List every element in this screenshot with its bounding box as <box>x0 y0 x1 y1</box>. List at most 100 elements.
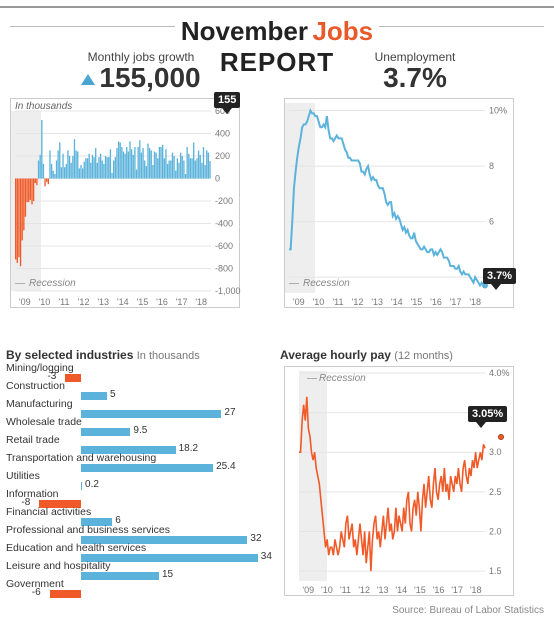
industry-name: Information <box>6 489 59 500</box>
industry-row: Financial activities6 <box>6 508 276 525</box>
svg-text:'14: '14 <box>391 297 403 307</box>
industry-name: Financial activities <box>6 507 91 518</box>
industry-bar <box>81 392 107 400</box>
svg-text:6: 6 <box>489 217 494 227</box>
svg-text:-1,000: -1,000 <box>215 286 241 296</box>
svg-text:'09: '09 <box>293 297 305 307</box>
industry-name: Manufacturing <box>6 399 73 410</box>
svg-text:'13: '13 <box>97 297 109 307</box>
dot-marker-icon <box>498 434 504 440</box>
industry-value: 9.5 <box>133 426 147 436</box>
svg-text:'12: '12 <box>358 585 370 595</box>
recession-label: Recession <box>29 278 76 289</box>
industry-bar <box>81 428 130 436</box>
industry-name: Construction <box>6 381 65 392</box>
industry-row: Wholesale trade9.5 <box>6 418 276 435</box>
industries-title: By selected industries In thousands <box>6 348 276 362</box>
title-month: November <box>181 16 308 46</box>
svg-text:'17: '17 <box>176 297 188 307</box>
svg-text:'10: '10 <box>313 297 325 307</box>
recession-label-2: Recession <box>303 278 350 289</box>
industry-row: Leisure and hospitality15 <box>6 562 276 579</box>
svg-text:'10: '10 <box>39 297 51 307</box>
svg-text:-400: -400 <box>215 219 233 229</box>
svg-text:3.0: 3.0 <box>489 447 502 457</box>
hourly-callout: 3.05% <box>468 406 507 422</box>
svg-text:-600: -600 <box>215 241 233 251</box>
industry-row: Professional and business services32 <box>6 526 276 543</box>
svg-text:'15: '15 <box>137 297 149 307</box>
industry-value: -6 <box>32 588 41 598</box>
industry-value: 5 <box>110 390 116 400</box>
industry-name: Retail trade <box>6 435 60 446</box>
svg-text:0: 0 <box>215 174 220 184</box>
svg-text:'11: '11 <box>58 297 69 307</box>
svg-text:'18: '18 <box>469 297 481 307</box>
svg-text:2.0: 2.0 <box>489 526 502 536</box>
jobs-growth-headline: 155,000 <box>6 64 276 92</box>
svg-text:'18: '18 <box>195 297 207 307</box>
industry-name: Utilities <box>6 471 40 482</box>
jobs-growth-callout: 155 <box>214 92 240 108</box>
industry-row: Information-8 <box>6 490 276 507</box>
svg-text:4.0%: 4.0% <box>489 368 510 378</box>
unemp-headline: 3.7% <box>280 64 550 92</box>
svg-text:'17: '17 <box>450 297 462 307</box>
industry-value: 0.2 <box>85 480 99 490</box>
panel-unemployment: Unemployment 3.7% 10%864'09'10'11'12'13'… <box>280 80 550 340</box>
svg-text:-800: -800 <box>215 264 233 274</box>
svg-text:'13: '13 <box>371 297 383 307</box>
industry-name: Transportation and warehousing <box>6 453 156 464</box>
industry-row: Government-6 <box>6 580 276 597</box>
svg-text:'15: '15 <box>414 585 426 595</box>
industry-row: Mining/logging-3 <box>6 364 276 381</box>
industry-bar <box>81 410 221 418</box>
title-jobs: Jobs <box>312 16 373 46</box>
svg-text:'12: '12 <box>78 297 90 307</box>
svg-text:'09: '09 <box>302 585 314 595</box>
industry-row: Manufacturing 27 <box>6 400 276 417</box>
industry-value: 27 <box>224 408 235 418</box>
source-text: Source: Bureau of Labor Statistics <box>392 605 544 616</box>
svg-text:'11: '11 <box>340 585 351 595</box>
industry-row: Construction 5 <box>6 382 276 399</box>
industry-row: Education and health services 34 <box>6 544 276 561</box>
svg-text:2.5: 2.5 <box>489 487 502 497</box>
industry-value: 15 <box>162 570 173 580</box>
industry-row: Retail trade 18.2 <box>6 436 276 453</box>
industry-bar <box>65 374 81 382</box>
jobs-growth-chart: In thousands 6004002000-200-400-600-800-… <box>10 98 240 308</box>
svg-text:1.5: 1.5 <box>489 566 502 576</box>
svg-text:'17: '17 <box>451 585 463 595</box>
svg-text:'09: '09 <box>19 297 31 307</box>
svg-text:'14: '14 <box>117 297 129 307</box>
unemp-callout: 3.7% <box>483 268 516 284</box>
panel-industries: By selected industries In thousands Mini… <box>6 344 276 624</box>
recession-label-3: Recession <box>319 373 366 384</box>
svg-text:400: 400 <box>215 129 230 139</box>
panel-hourly-pay: Average hourly pay (12 months) 4.0%3.53.… <box>280 344 550 624</box>
industry-value: 34 <box>261 552 272 562</box>
hourly-title: Average hourly pay (12 months) <box>280 348 550 362</box>
svg-text:-200: -200 <box>215 196 233 206</box>
svg-text:'16: '16 <box>156 297 168 307</box>
svg-text:'12: '12 <box>352 297 364 307</box>
svg-text:'14: '14 <box>395 585 407 595</box>
industry-bar <box>50 590 81 598</box>
hourly-pay-chart: 4.0%3.53.02.52.01.5'09'10'11'12'13'14'15… <box>284 366 514 596</box>
industry-value: 25.4 <box>216 462 235 472</box>
svg-text:'16: '16 <box>433 585 445 595</box>
panel-jobs-growth: Monthly jobs growth 155,000 In thousands… <box>6 80 276 340</box>
industry-bar <box>81 464 213 472</box>
svg-text:10%: 10% <box>489 106 507 116</box>
industry-name: Education and health services <box>6 543 146 554</box>
svg-text:'11: '11 <box>332 297 343 307</box>
svg-text:'10: '10 <box>321 585 333 595</box>
svg-text:8: 8 <box>489 161 494 171</box>
industry-row: Utilities 0.2 <box>6 472 276 489</box>
industry-value: 32 <box>250 534 261 544</box>
industry-row: Transportation and warehousing 25.4 <box>6 454 276 471</box>
industry-value: 18.2 <box>179 444 198 454</box>
svg-text:'15: '15 <box>411 297 423 307</box>
industry-bar <box>81 572 159 580</box>
